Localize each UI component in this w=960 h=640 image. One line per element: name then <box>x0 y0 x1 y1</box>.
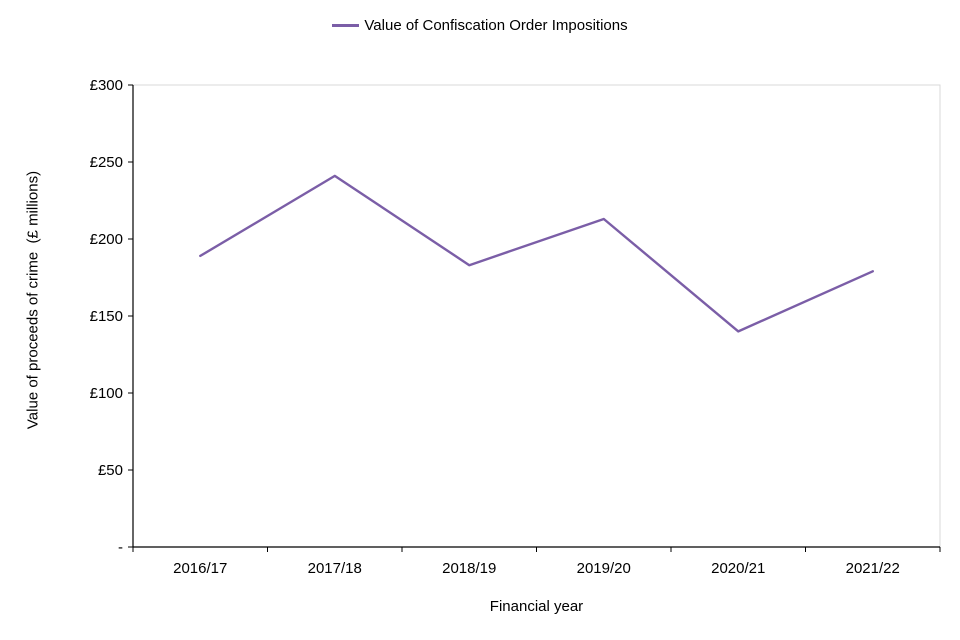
x-axis-tick-label: 2021/22 <box>846 560 900 577</box>
x-axis-title: Financial year <box>489 598 584 615</box>
x-axis-tick-label: 2016/17 <box>173 560 227 577</box>
legend-line-icon <box>332 24 360 27</box>
x-axis-tick-label: 2020/21 <box>711 560 765 577</box>
legend-label: Value of Confiscation Order Impositions <box>364 17 628 34</box>
data-line <box>199 174 874 333</box>
y-axis-tick-label: £150 <box>90 308 123 325</box>
plot-area-border <box>132 84 941 548</box>
y-axis-tick-label: £250 <box>90 154 123 171</box>
y-axis-tick-label: £200 <box>90 231 123 248</box>
x-axis-tick-label: 2019/20 <box>577 560 631 577</box>
y-axis-tick-label: - <box>118 539 123 556</box>
y-axis-tick-label: £300 <box>90 77 123 94</box>
y-axis-tick-label: £100 <box>90 385 123 402</box>
x-axis-tick-label: 2018/19 <box>442 560 496 577</box>
y-axis-tick-label: £50 <box>98 462 123 479</box>
x-axis-tick-label: 2017/18 <box>308 560 362 577</box>
chart-legend: Value of Confiscation Order Impositions <box>0 18 960 33</box>
